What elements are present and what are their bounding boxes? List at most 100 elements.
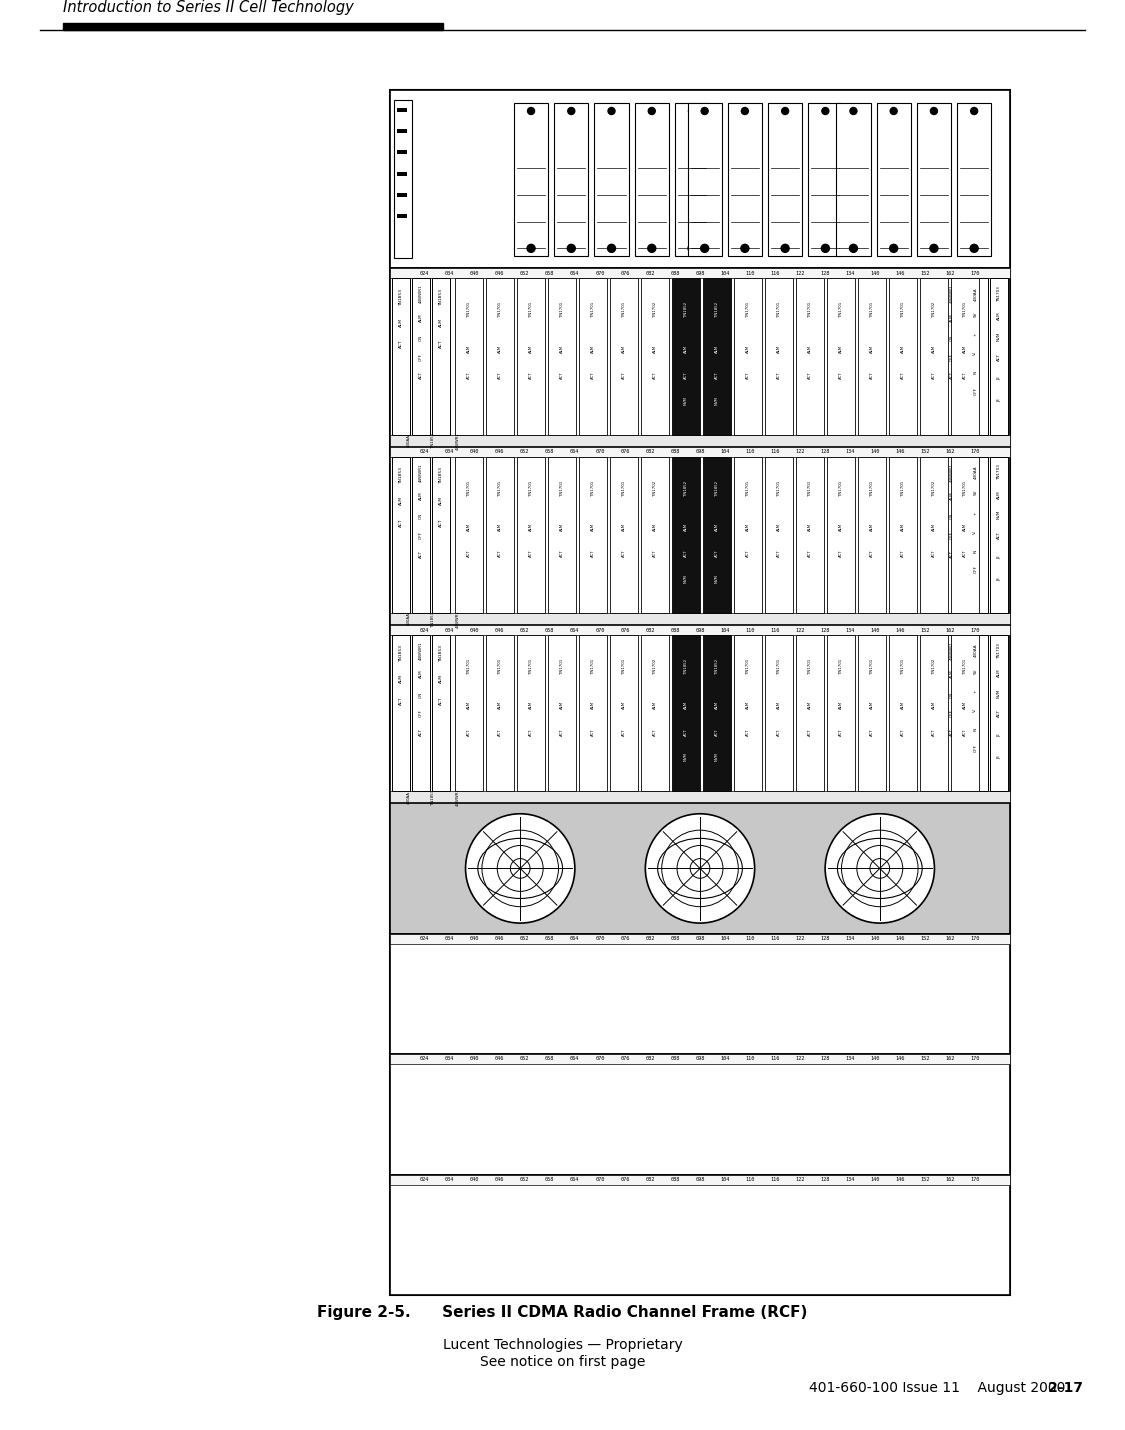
- Text: 44WWR1: 44WWR1: [418, 641, 423, 661]
- Text: NVM: NVM: [684, 575, 688, 583]
- Text: TN1703: TN1703: [997, 465, 1001, 480]
- Text: TN1702: TN1702: [652, 302, 657, 317]
- Text: 5V: 5V: [973, 312, 978, 317]
- Text: ALM: ALM: [467, 523, 471, 531]
- Text: 058: 058: [544, 270, 555, 276]
- Bar: [768, 103, 802, 256]
- Text: 122: 122: [795, 937, 804, 941]
- Text: ALM: ALM: [498, 523, 502, 531]
- Circle shape: [648, 245, 656, 252]
- Text: ACT: ACT: [529, 549, 533, 558]
- Text: TN1853: TN1853: [431, 789, 435, 805]
- Text: 098: 098: [695, 937, 704, 941]
- Circle shape: [466, 814, 575, 924]
- Text: 024: 024: [420, 1177, 430, 1183]
- Text: ALM: ALM: [467, 701, 471, 709]
- Bar: [486, 635, 514, 791]
- Bar: [397, 109, 407, 112]
- Text: 104: 104: [720, 449, 730, 455]
- Text: 064: 064: [570, 449, 579, 455]
- Bar: [703, 456, 731, 613]
- Text: 116: 116: [771, 1177, 780, 1183]
- Text: 040: 040: [470, 628, 479, 632]
- Text: 44WWR1: 44WWR1: [457, 788, 460, 807]
- Text: 098: 098: [695, 628, 704, 632]
- Text: ALM: ALM: [933, 701, 936, 709]
- Bar: [432, 279, 450, 435]
- Bar: [765, 635, 793, 791]
- Text: OFF: OFF: [950, 531, 954, 539]
- Text: 052: 052: [520, 1057, 530, 1061]
- Text: 046: 046: [495, 1177, 504, 1183]
- Text: TN1701: TN1701: [839, 302, 843, 317]
- Text: 128: 128: [820, 449, 830, 455]
- Text: 128: 128: [820, 1177, 830, 1183]
- Text: 122: 122: [795, 449, 804, 455]
- Text: TN1701: TN1701: [839, 480, 843, 496]
- Text: 082: 082: [646, 937, 655, 941]
- Text: TN1701: TN1701: [498, 302, 502, 317]
- Text: ACT: ACT: [418, 372, 423, 379]
- Text: ALM: ALM: [746, 523, 750, 531]
- Bar: [397, 129, 407, 133]
- Text: ACT: ACT: [560, 372, 564, 379]
- Text: ALM: ALM: [963, 523, 968, 531]
- Text: TN1701: TN1701: [467, 302, 471, 317]
- Text: ACT: ACT: [901, 549, 906, 558]
- Text: 122: 122: [795, 1057, 804, 1061]
- Circle shape: [822, 107, 829, 114]
- Text: TN1701: TN1701: [622, 659, 626, 674]
- Bar: [579, 279, 606, 435]
- Text: 070: 070: [595, 628, 604, 632]
- Text: ALM: ALM: [871, 345, 874, 353]
- Text: TN1701: TN1701: [560, 480, 564, 496]
- Text: 430AA: 430AA: [406, 791, 411, 804]
- Text: 116: 116: [771, 449, 780, 455]
- Text: 134: 134: [846, 1057, 855, 1061]
- Text: 064: 064: [570, 628, 579, 632]
- Text: TN1701: TN1701: [591, 659, 595, 674]
- Text: Introduction to Series II Cell Technology: Introduction to Series II Cell Technolog…: [63, 0, 353, 14]
- Text: 401-660-100 Issue 11    August 2000: 401-660-100 Issue 11 August 2000: [809, 1381, 1083, 1396]
- Text: TN1701: TN1701: [498, 659, 502, 674]
- Text: 146: 146: [896, 1177, 904, 1183]
- Bar: [735, 456, 762, 613]
- Circle shape: [688, 107, 695, 114]
- Text: ACT: ACT: [498, 372, 502, 379]
- Text: NVM: NVM: [997, 332, 1001, 340]
- Text: 088: 088: [670, 628, 680, 632]
- Text: ACT: ACT: [498, 728, 502, 736]
- Text: 110: 110: [746, 270, 755, 276]
- Bar: [963, 456, 988, 613]
- Bar: [390, 1174, 1010, 1296]
- Text: ALM: ALM: [716, 523, 719, 531]
- Bar: [920, 635, 948, 791]
- Text: 082: 082: [646, 1057, 655, 1061]
- Text: 134: 134: [846, 628, 855, 632]
- Text: ALM: ALM: [591, 523, 595, 531]
- Text: ACT: ACT: [418, 728, 423, 736]
- Bar: [514, 103, 548, 256]
- Circle shape: [688, 245, 696, 252]
- Bar: [890, 456, 917, 613]
- Text: V-: V-: [973, 708, 978, 712]
- Text: ACT: ACT: [498, 549, 502, 558]
- Text: ON: ON: [418, 513, 423, 519]
- Text: 052: 052: [520, 937, 530, 941]
- Bar: [963, 635, 988, 791]
- Text: ACT: ACT: [839, 372, 843, 379]
- Text: 076: 076: [620, 270, 630, 276]
- Text: 122: 122: [795, 1177, 804, 1183]
- Bar: [610, 279, 638, 435]
- Text: OFF: OFF: [973, 388, 978, 395]
- Text: 052: 052: [520, 449, 530, 455]
- Text: TN1701: TN1701: [871, 480, 874, 496]
- Text: 122: 122: [795, 628, 804, 632]
- Circle shape: [608, 245, 615, 252]
- Text: TN1852: TN1852: [716, 302, 719, 317]
- Text: ALM: ALM: [808, 523, 812, 531]
- Text: ACT: ACT: [467, 549, 471, 558]
- Text: J3: J3: [997, 576, 1001, 581]
- Text: 116: 116: [771, 937, 780, 941]
- Text: ALM: ALM: [684, 523, 688, 531]
